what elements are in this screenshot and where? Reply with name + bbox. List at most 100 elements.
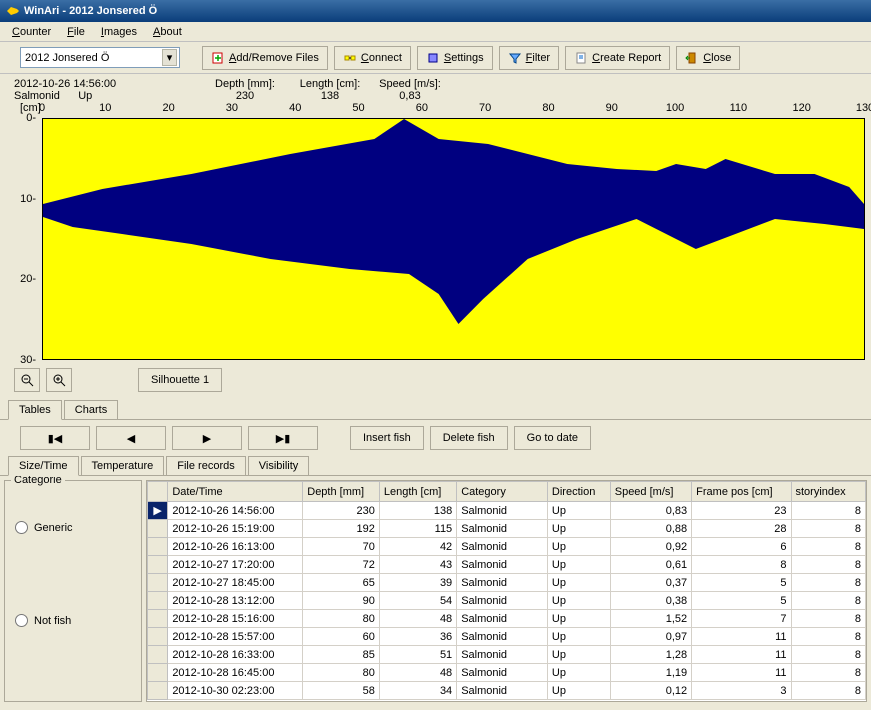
table-cell: 80 [303, 610, 380, 628]
table-cell: 0,12 [610, 682, 691, 700]
table-cell: Salmonid [457, 664, 548, 682]
info-species: Salmonid [14, 90, 60, 102]
add-remove-files-button[interactable]: Add/Remove Files [202, 46, 328, 70]
table-cell: 115 [379, 520, 456, 538]
table-cell: 2012-10-28 16:45:00 [168, 664, 303, 682]
table-cell: 11 [692, 646, 791, 664]
radio-notfish[interactable] [15, 614, 28, 627]
zoom-out-icon [20, 373, 34, 387]
tab-file-records[interactable]: File records [166, 456, 245, 475]
chart-canvas [42, 118, 865, 360]
delete-fish-button[interactable]: Delete fish [430, 426, 508, 450]
report-icon [574, 51, 588, 65]
row-marker: ▶ [148, 502, 168, 520]
data-table: Date/TimeDepth [mm]Length [cm]CategoryDi… [147, 481, 866, 700]
table-cell: 72 [303, 556, 380, 574]
column-header[interactable]: Length [cm] [379, 482, 456, 502]
tab-charts[interactable]: Charts [64, 400, 118, 419]
table-cell: 11 [692, 628, 791, 646]
radio-generic-label: Generic [34, 522, 73, 534]
row-marker [148, 574, 168, 592]
table-cell: 23 [692, 502, 791, 520]
table-cell: Up [547, 538, 610, 556]
info-row: 2012-10-26 14:56:00 Salmonid Up Depth [m… [0, 74, 871, 102]
menu-counter[interactable]: Counter [4, 24, 59, 40]
column-header[interactable]: Speed [m/s] [610, 482, 691, 502]
table-cell: 8 [791, 538, 866, 556]
zoom-in-button[interactable] [46, 368, 72, 392]
menu-file[interactable]: File [59, 24, 93, 40]
nav-prev-button[interactable]: ◀ [96, 426, 166, 450]
tab-size-time[interactable]: Size/Time [8, 456, 79, 476]
table-row[interactable]: 2012-10-28 13:12:009054SalmonidUp0,3858 [148, 592, 866, 610]
column-header[interactable]: storyindex [791, 482, 866, 502]
table-cell: 58 [303, 682, 380, 700]
table-cell: Salmonid [457, 502, 548, 520]
table-row[interactable]: 2012-10-26 15:19:00192115SalmonidUp0,882… [148, 520, 866, 538]
radio-generic[interactable] [15, 521, 28, 534]
speed-label: Speed [m/s]: [370, 78, 450, 90]
depth-label: Depth [mm]: [200, 78, 290, 90]
nav-row: ▮◀ ◀ ▶ ▶▮ Insert fish Delete fish Go to … [0, 420, 871, 456]
tab-tables[interactable]: Tables [8, 400, 62, 420]
column-header[interactable]: Depth [mm] [303, 482, 380, 502]
table-cell: Up [547, 556, 610, 574]
length-value: 138 [290, 90, 370, 102]
column-header[interactable]: Category [457, 482, 548, 502]
table-row[interactable]: 2012-10-30 02:23:005834SalmonidUp0,1238 [148, 682, 866, 700]
table-row[interactable]: 2012-10-28 16:33:008551SalmonidUp1,28118 [148, 646, 866, 664]
table-row[interactable]: 2012-10-28 15:57:006036SalmonidUp0,97118 [148, 628, 866, 646]
table-cell: 8 [791, 610, 866, 628]
column-header[interactable]: Direction [547, 482, 610, 502]
tab-visibility[interactable]: Visibility [248, 456, 310, 475]
row-marker [148, 628, 168, 646]
menubar: Counter File Images About [0, 22, 871, 42]
goto-date-button[interactable]: Go to date [514, 426, 591, 450]
column-header[interactable]: Frame pos [cm] [692, 482, 791, 502]
close-button[interactable]: Close [676, 46, 740, 70]
chart-controls: Silhouette 1 [0, 360, 871, 400]
insert-fish-button[interactable]: Insert fish [350, 426, 424, 450]
silhouette-button[interactable]: Silhouette 1 [138, 368, 222, 392]
table-row[interactable]: 2012-10-27 18:45:006539SalmonidUp0,3758 [148, 574, 866, 592]
table-row[interactable]: 2012-10-26 16:13:007042SalmonidUp0,9268 [148, 538, 866, 556]
nav-next-button[interactable]: ▶ [172, 426, 242, 450]
menu-images[interactable]: Images [93, 24, 145, 40]
tab-temperature[interactable]: Temperature [81, 456, 165, 475]
nav-first-button[interactable]: ▮◀ [20, 426, 90, 450]
table-cell: 2012-10-27 17:20:00 [168, 556, 303, 574]
table-cell: 2012-10-28 13:12:00 [168, 592, 303, 610]
table-cell: 2012-10-26 14:56:00 [168, 502, 303, 520]
table-cell: 0,83 [610, 502, 691, 520]
table-row[interactable]: 2012-10-28 15:16:008048SalmonidUp1,5278 [148, 610, 866, 628]
settings-button[interactable]: Settings [417, 46, 493, 70]
table-row[interactable]: ▶2012-10-26 14:56:00230138SalmonidUp0,83… [148, 502, 866, 520]
table-cell: Up [547, 520, 610, 538]
nav-last-button[interactable]: ▶▮ [248, 426, 318, 450]
x-tick: 90 [606, 102, 618, 114]
connect-button[interactable]: Connect [334, 46, 411, 70]
table-cell: 2012-10-30 02:23:00 [168, 682, 303, 700]
table-cell: Salmonid [457, 610, 548, 628]
table-row[interactable]: 2012-10-27 17:20:007243SalmonidUp0,6188 [148, 556, 866, 574]
create-report-button[interactable]: Create Report [565, 46, 670, 70]
x-tick: 130 [856, 102, 871, 114]
x-tick: 0 [39, 102, 45, 114]
table-cell: 0,61 [610, 556, 691, 574]
chart-area: [cm] 0102030405060708090100110120130 0-1… [6, 102, 865, 360]
x-tick: 10 [99, 102, 111, 114]
table-cell: 70 [303, 538, 380, 556]
dataset-dropdown[interactable]: 2012 Jonsered Ö ▾ [20, 47, 180, 68]
zoom-out-button[interactable] [14, 368, 40, 392]
table-cell: 0,97 [610, 628, 691, 646]
menu-about[interactable]: About [145, 24, 190, 40]
radio-notfish-label: Not fish [34, 615, 71, 627]
column-header[interactable]: Date/Time [168, 482, 303, 502]
data-table-wrap[interactable]: Date/TimeDepth [mm]Length [cm]CategoryDi… [146, 480, 867, 702]
radio-notfish-row[interactable]: Not fish [15, 614, 131, 627]
radio-generic-row[interactable]: Generic [15, 521, 131, 534]
filter-button[interactable]: Filter [499, 46, 559, 70]
table-cell: 54 [379, 592, 456, 610]
table-row[interactable]: 2012-10-28 16:45:008048SalmonidUp1,19118 [148, 664, 866, 682]
y-tick: 20- [20, 273, 36, 285]
